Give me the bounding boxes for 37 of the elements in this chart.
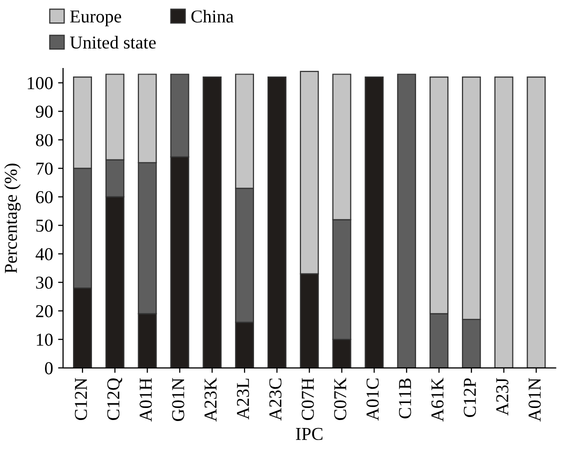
- y-tick-label: 50: [36, 220, 53, 232]
- bar: [526, 76, 546, 368]
- x-tick-label: A61K: [431, 378, 444, 422]
- x-tick-label: C12P: [464, 378, 476, 418]
- y-axis-title: Percentage (%): [4, 164, 21, 274]
- x-axis-title: IPC: [296, 428, 322, 440]
- x-tick-label: C12N: [74, 378, 88, 420]
- y-tick-label: 90: [36, 106, 53, 118]
- x-tick-label: A01C: [366, 378, 379, 421]
- legend-label: China: [191, 10, 234, 23]
- x-tick-label: C07H: [302, 378, 314, 420]
- x-tick-label: A23K: [204, 378, 217, 422]
- y-tick-label: 20: [36, 305, 53, 318]
- y-tick-label: 10: [36, 334, 53, 346]
- x-tick-label: G01N: [172, 378, 184, 421]
- bar: [397, 74, 416, 368]
- x-tick-label: C11B: [398, 378, 412, 418]
- y-tick-label: 60: [36, 191, 53, 204]
- bar: [494, 76, 514, 368]
- legend-label: United state: [70, 36, 156, 49]
- x-tick-label: A23L: [236, 378, 250, 420]
- bar: [202, 76, 222, 368]
- y-tick-label: 70: [36, 162, 53, 175]
- x-tick-label: A23C: [269, 378, 282, 421]
- x-tick-label: A23J: [496, 378, 508, 416]
- y-tick-label: 100: [28, 77, 53, 90]
- y-tick-label: 80: [36, 134, 53, 146]
- y-tick-label: 30: [36, 276, 53, 289]
- y-tick-label: 40: [36, 248, 53, 260]
- bar: [364, 76, 384, 368]
- bar: [267, 76, 286, 368]
- x-tick-label: A01N: [528, 378, 541, 422]
- y-tick-label: 0: [44, 362, 53, 374]
- legend-label: Europe: [70, 10, 122, 26]
- x-tick-label: A01H: [140, 378, 152, 422]
- x-tick-label: C07K: [334, 378, 346, 420]
- x-tick-label: C12Q: [107, 378, 122, 420]
